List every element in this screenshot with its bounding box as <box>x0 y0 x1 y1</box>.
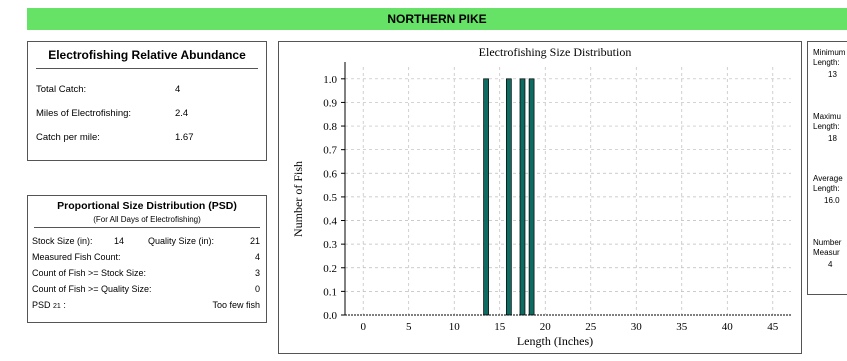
stock-count-value: 3 <box>255 266 260 280</box>
total-catch-label: Total Catch: <box>36 84 86 95</box>
x-tick-label: 20 <box>540 321 552 333</box>
max-length-value: 18 <box>828 134 837 144</box>
avg-length-label-1: Average <box>813 174 843 184</box>
y-tick-label: 0.1 <box>323 286 337 298</box>
abundance-title: Electrofishing Relative Abundance <box>36 42 258 69</box>
num-measured-value: 4 <box>828 260 832 270</box>
max-length-label-1: Maximu <box>813 112 841 122</box>
x-tick-label: 35 <box>676 321 688 333</box>
total-catch-value: 4 <box>175 84 180 95</box>
chart-axes <box>345 62 791 315</box>
bar <box>506 79 511 315</box>
psd-label: PSD 21 : <box>32 300 66 310</box>
miles-label: Miles of Electrofishing: <box>36 108 131 119</box>
psd-value: Too few fish <box>212 298 260 312</box>
x-tick-label: 40 <box>722 321 734 333</box>
x-tick-label: 0 <box>360 321 366 333</box>
y-tick-label: 1.0 <box>323 74 337 86</box>
y-tick-label: 0.9 <box>323 97 337 109</box>
avg-length-label-2: Length: <box>813 184 840 194</box>
x-tick-label: 10 <box>449 321 461 333</box>
psd-result-row: PSD 21 : Too few fish <box>32 298 260 312</box>
y-tick-label: 0.6 <box>323 168 337 180</box>
psd-subtitle: (For All Days of Electrofishing) <box>34 215 260 228</box>
psd-label-suffix: : <box>61 300 66 310</box>
stock-count-label: Count of Fish >= Stock Size: <box>32 268 146 278</box>
max-length-label-2: Length: <box>813 122 840 132</box>
min-length-label-2: Length: <box>813 58 840 68</box>
y-tick-label: 0.2 <box>323 263 337 275</box>
x-tick-label: 5 <box>406 321 412 333</box>
num-measured-label-2: Measur <box>813 248 840 258</box>
num-measured-label-1: Number <box>813 238 841 248</box>
miles-value: 2.4 <box>175 108 188 119</box>
bar <box>520 79 525 315</box>
quality-count-value: 0 <box>255 282 260 296</box>
bar <box>529 79 534 315</box>
chart-xlabel: Length (Inches) <box>517 334 593 348</box>
bar <box>484 79 489 315</box>
y-tick-label: 0.5 <box>323 192 337 204</box>
x-tick-label: 15 <box>494 321 506 333</box>
species-banner: NORTHERN PIKE <box>27 8 847 30</box>
quality-count-label: Count of Fish >= Quality Size: <box>32 284 152 294</box>
chart-ticks: 0.0 0.1 0.2 0.3 0.4 0.5 0.6 0.7 0.8 0.9 1.0 0 5 10 15 2… <box>323 74 779 333</box>
stock-size-value: 14 <box>114 234 124 248</box>
y-tick-label: 0.0 <box>323 310 337 322</box>
chart-title: Electrofishing Size Distribution <box>479 45 632 59</box>
y-tick-label: 0.3 <box>323 239 337 251</box>
y-tick-label: 0.4 <box>323 216 337 228</box>
psd-title: Proportional Size Distribution (PSD) <box>28 200 266 212</box>
stock-count-row: Count of Fish >= Stock Size: 3 <box>32 266 260 280</box>
y-tick-label: 0.7 <box>323 145 337 157</box>
x-tick-label: 45 <box>767 321 779 333</box>
avg-length-value: 16.0 <box>824 196 840 206</box>
quality-count-row: Count of Fish >= Quality Size: 0 <box>32 282 260 296</box>
catch-per-mile-value: 1.67 <box>175 132 194 143</box>
psd-label-main: PSD <box>32 300 51 310</box>
psd-size-row: Stock Size (in): 14 Quality Size (in): 2… <box>32 234 260 248</box>
chart-grid <box>345 67 791 315</box>
length-stats-panel: Minimum Length: 13 Maximu Length: 18 Ave… <box>807 41 847 295</box>
measured-label: Measured Fish Count: <box>32 252 121 262</box>
psd-panel: Proportional Size Distribution (PSD) (Fo… <box>27 195 267 323</box>
x-tick-label: 30 <box>631 321 643 333</box>
abundance-panel: Electrofishing Relative Abundance Total … <box>27 41 267 161</box>
min-length-value: 13 <box>828 70 837 80</box>
chart-ylabel: Number of Fish <box>291 161 305 237</box>
x-tick-label: 25 <box>585 321 597 333</box>
min-length-label-1: Minimum <box>813 48 845 58</box>
stock-size-label: Stock Size (in): <box>32 236 93 246</box>
measured-row: Measured Fish Count: 4 <box>32 250 260 264</box>
catch-per-mile-label: Catch per mile: <box>36 132 100 143</box>
y-tick-label: 0.8 <box>323 121 337 133</box>
quality-size-value: 21 <box>250 234 260 248</box>
psd-label-sub: 21 <box>53 303 61 310</box>
size-distribution-chart-panel: Electrofishing Size Distribution Length … <box>278 41 802 354</box>
size-distribution-chart: Electrofishing Size Distribution Length … <box>279 42 801 353</box>
measured-value: 4 <box>255 250 260 264</box>
quality-size-label: Quality Size (in): <box>148 234 214 248</box>
